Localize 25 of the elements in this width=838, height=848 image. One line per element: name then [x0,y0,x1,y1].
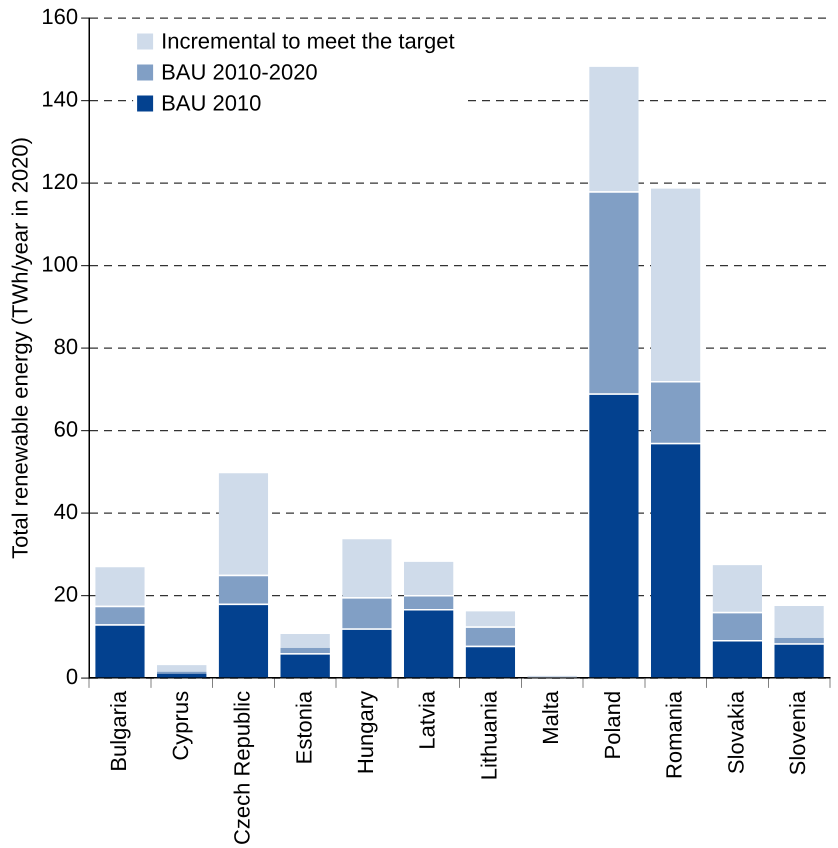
legend-label: BAU 2010 [161,90,262,116]
legend-label: Incremental to meet the target [161,28,455,54]
y-tick-label: 100 [41,252,78,277]
y-tick-label: 120 [41,169,78,194]
x-tick-label: Slovakia [723,690,748,774]
x-tick-label: Latvia [414,690,440,750]
y-tick-label: 140 [41,86,78,112]
x-tick-label: Poland [600,690,625,760]
y-tick-label: 40 [54,499,78,524]
y-tick-label: 160 [41,4,78,30]
x-tick-label: Estonia [291,690,316,764]
x-tick-label: Czech Republic [230,690,255,846]
y-tick-label: 80 [54,334,78,360]
x-tick-label: Bulgaria [106,690,132,772]
x-tick-label: Slovenia [785,690,810,776]
x-tick-label: Lithuania [476,690,502,780]
y-tick-label: 60 [54,416,78,442]
x-tick-label: Hungary [353,690,378,774]
y-axis-title: Total renewable energy (TWh/year in 2020) [7,137,32,559]
y-tick-label: 20 [54,581,78,606]
x-tick-label: Romania [662,690,687,779]
x-tick-label: Malta [538,690,564,745]
y-tick-label: 0 [66,664,78,689]
x-tick-label: Cyprus [168,690,193,761]
legend-label: BAU 2010-2020 [161,60,318,85]
